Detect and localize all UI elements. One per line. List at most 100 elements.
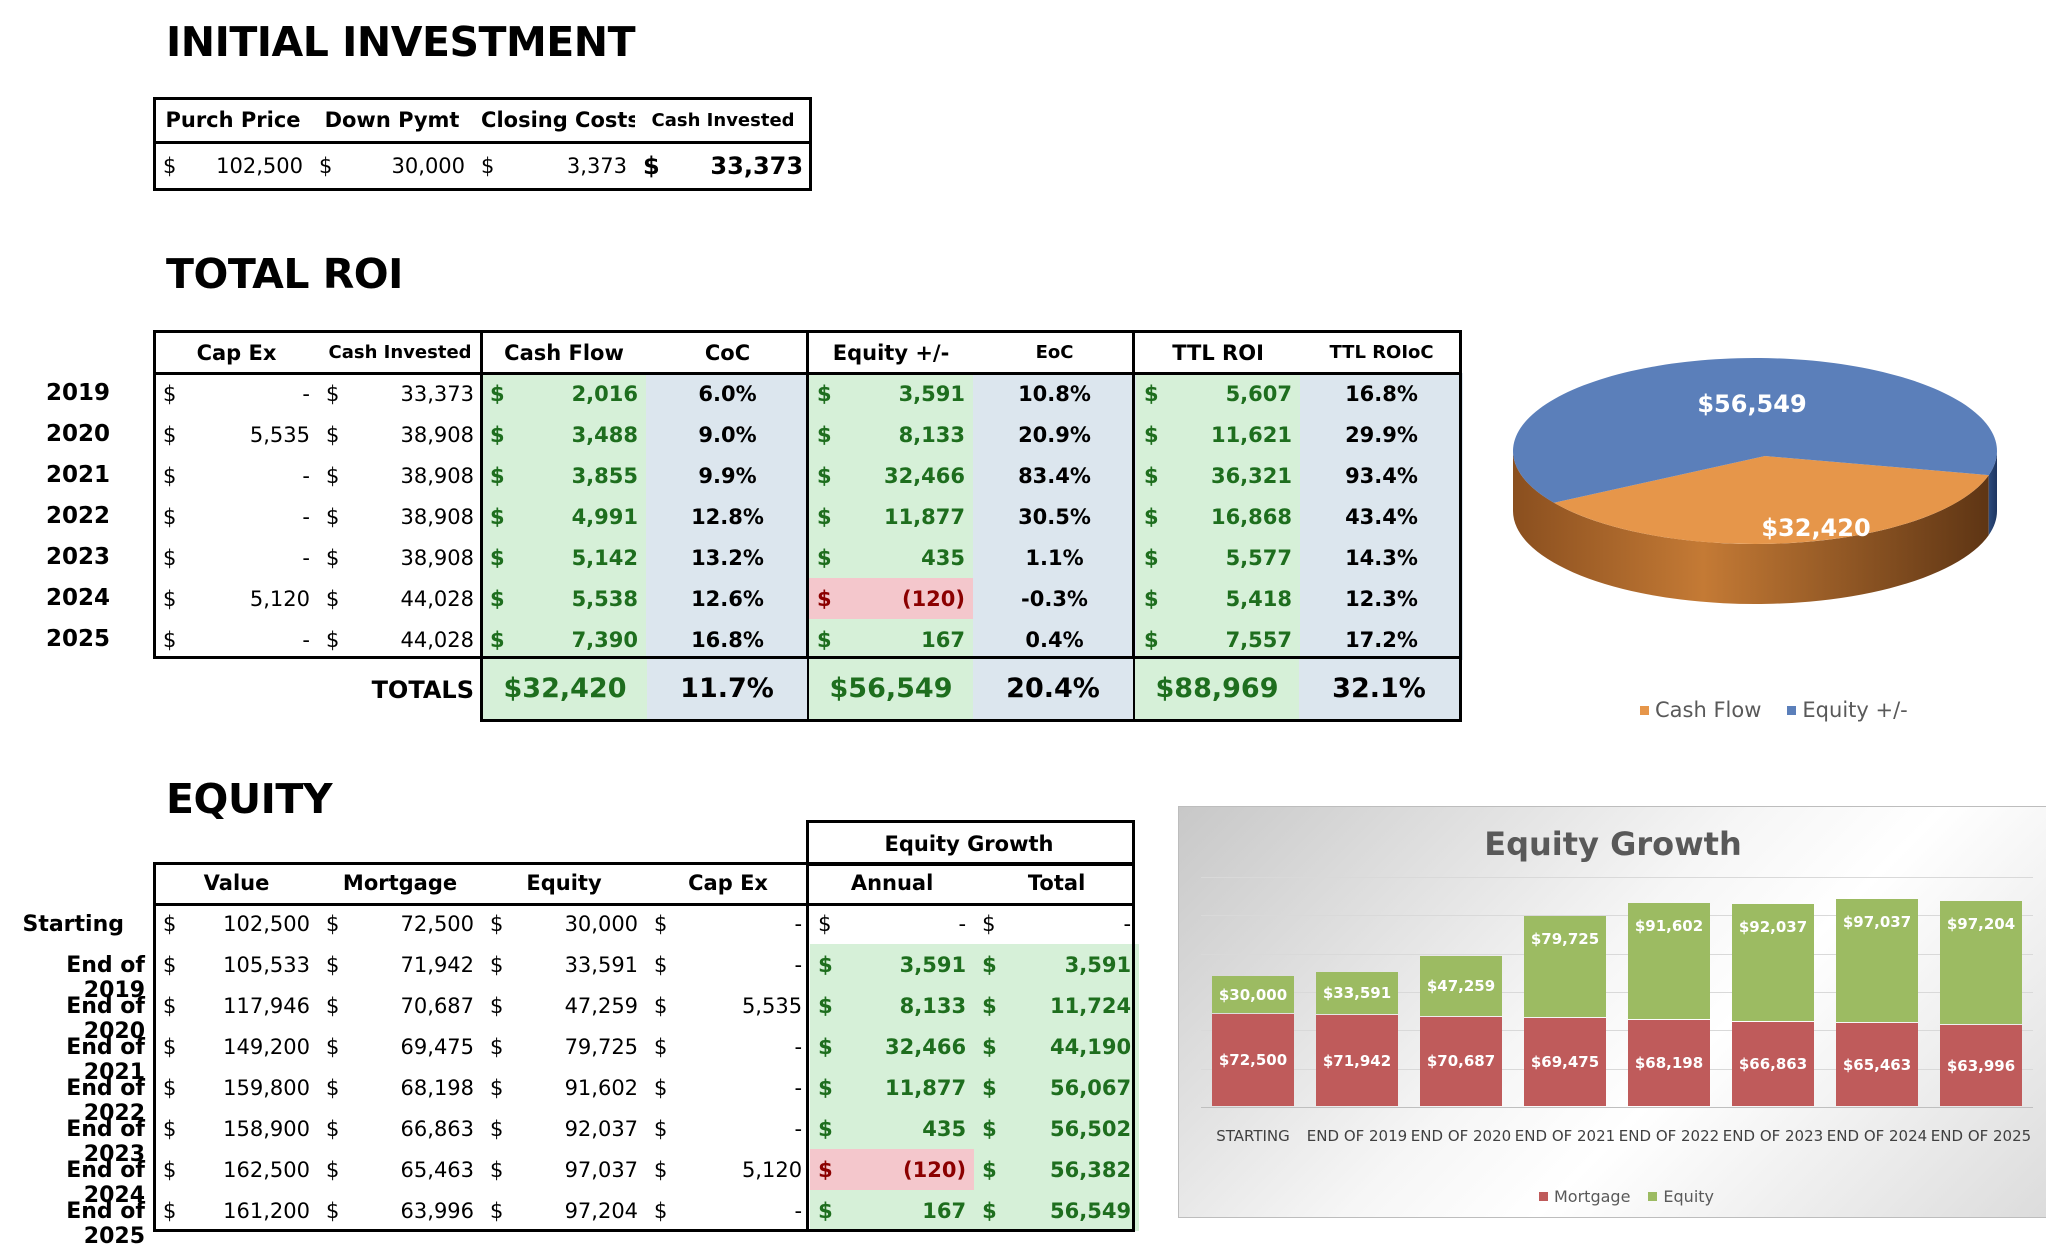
value-cell: 159,800 xyxy=(223,1075,311,1100)
gridline xyxy=(1201,915,2033,917)
currency-sign: $ xyxy=(490,952,504,977)
capex-cell: 5,120 xyxy=(741,1157,803,1182)
currency-sign: $ xyxy=(974,1067,1007,1108)
cash-flow-cell: 3,488 xyxy=(514,414,646,455)
gridline xyxy=(1201,953,2033,955)
pie-slice-equity xyxy=(1513,358,1997,503)
total-roi-body: $ - $33,373 $2,016 6.0% $3,591 10.8% $5,607 16.8… xyxy=(155,373,1463,660)
capex-cell: - xyxy=(302,381,310,406)
equity-change-cell: 3,591 xyxy=(841,373,973,414)
equity-row: $161,200 $63,996 $97,204 $ - $167 $56,549 xyxy=(155,1190,1140,1231)
annual-cell: 32,466 xyxy=(842,1026,975,1067)
currency-sign: $ xyxy=(818,911,832,936)
gridline xyxy=(1201,877,2033,878)
capex-cell: 5,120 xyxy=(249,586,310,611)
currency-sign: $ xyxy=(163,586,177,611)
pie-label-equity: $56,549 xyxy=(1697,390,1806,418)
currency-sign: $ xyxy=(163,1034,177,1059)
ttl-roi-cell: 5,607 xyxy=(1168,373,1300,414)
currency-sign: $ xyxy=(654,993,668,1018)
cash-invested-cell: 38,908 xyxy=(400,545,474,570)
totals-label: TOTALS xyxy=(371,676,474,704)
legend-equity: Equity xyxy=(1663,1187,1714,1206)
currency-sign: $ xyxy=(163,381,177,406)
closing-costs-header: Closing Costs xyxy=(481,108,636,132)
currency-sign: $ xyxy=(326,1075,340,1100)
equity-bar: $79,725 xyxy=(1524,916,1606,1018)
annual-header: Annual xyxy=(850,870,934,895)
currency-sign: $ xyxy=(809,496,841,537)
chart-legend: Mortgage Equity xyxy=(1539,1187,1714,1206)
totals-ttl-roi: $88,969 xyxy=(1135,659,1299,719)
currency-sign: $ xyxy=(810,985,843,1026)
equity-change-cell: 167 xyxy=(841,619,973,660)
equity-cell: 30,000 xyxy=(564,911,639,936)
ttl-roi-cell: 5,577 xyxy=(1168,537,1300,578)
annual-cell: 435 xyxy=(842,1108,975,1149)
currency-sign: $ xyxy=(809,373,841,414)
currency-sign: $ xyxy=(974,1108,1007,1149)
total-cell: 44,190 xyxy=(1006,1026,1140,1067)
closing-costs-value: 3,373 xyxy=(566,154,628,178)
mortgage-cell: 63,996 xyxy=(400,1198,475,1223)
ttl-roioc-cell: 14.3% xyxy=(1300,537,1463,578)
ttl-roi-header: TTL ROI xyxy=(1172,340,1264,365)
equity-cell: 92,037 xyxy=(564,1116,639,1141)
totals-ttl-roioc: 32.1% xyxy=(1299,659,1459,719)
currency-sign: $ xyxy=(810,1190,843,1231)
legend-swatch-equity xyxy=(1648,1192,1658,1201)
capex-header: Cap Ex xyxy=(196,340,277,365)
cash-flow-cell: 4,991 xyxy=(514,496,646,537)
roi-row: $5,120 $44,028 $5,538 12.6% $ (120) -0.3% $5,41… xyxy=(155,578,1463,619)
chart-title: Equity Growth xyxy=(1484,825,1742,863)
cash-flow-cell: 3,855 xyxy=(514,455,646,496)
currency-sign: $ xyxy=(1136,578,1168,619)
totals-coc: 11.7% xyxy=(647,659,807,719)
capex-header: Cap Ex xyxy=(688,870,768,895)
annual-cell: 8,133 xyxy=(842,985,975,1026)
cash-invested-header: Cash Invested xyxy=(328,342,472,363)
annual-cell: (120) xyxy=(842,1149,975,1190)
equity-row-label: End of 2023 xyxy=(66,1117,145,1167)
currency-sign: $ xyxy=(163,1116,177,1141)
capex-cell: - xyxy=(794,1075,803,1100)
x-tick-label: END OF 2025 xyxy=(1930,1127,2032,1145)
value-cell: 149,200 xyxy=(223,1034,311,1059)
totals-cash-flow: $32,420 xyxy=(483,659,647,719)
equity-bar: $30,000 xyxy=(1212,976,1294,1014)
equity-row: $159,800 $68,198 $91,602 $ - $11,877 $56,067 xyxy=(155,1067,1140,1108)
equity-row-label: End of 2022 xyxy=(66,1076,145,1126)
year-label: 2021 xyxy=(45,462,110,488)
equity-cell: 97,037 xyxy=(564,1157,639,1182)
total-cell: 56,502 xyxy=(1006,1108,1140,1149)
eoc-cell: 10.8% xyxy=(973,373,1136,414)
currency-sign: $ xyxy=(482,455,514,496)
currency-sign: $ xyxy=(1136,373,1168,414)
equity-bar: $97,037 xyxy=(1836,899,1918,1023)
capex-cell: - xyxy=(794,1034,803,1059)
currency-sign: $ xyxy=(809,414,841,455)
cash-invested-cell: 38,908 xyxy=(400,422,474,447)
total-header: Total xyxy=(1027,870,1086,895)
currency-sign: $ xyxy=(654,1116,668,1141)
x-axis xyxy=(1201,1107,2033,1108)
mortgage-bar: $70,687 xyxy=(1420,1016,1502,1106)
currency-sign: $ xyxy=(326,1034,340,1059)
eoc-cell: 20.9% xyxy=(973,414,1136,455)
currency-sign: $ xyxy=(163,1198,177,1223)
mortgage-cell: 65,463 xyxy=(400,1157,475,1182)
currency-sign: $ xyxy=(974,1190,1007,1231)
equity-change-cell: 435 xyxy=(841,537,973,578)
equity-row: $162,500 $65,463 $97,037 $5,120 $ (120) $56,38… xyxy=(155,1149,1140,1190)
currency-sign: $ xyxy=(326,422,340,447)
currency-sign: $ xyxy=(1136,455,1168,496)
year-label: 2020 xyxy=(45,421,110,447)
capex-cell: 5,535 xyxy=(741,993,803,1018)
currency-sign: $ xyxy=(163,627,177,652)
coc-header: CoC xyxy=(704,340,751,365)
currency-sign: $ xyxy=(163,545,177,570)
currency-sign: $ xyxy=(809,619,841,660)
currency-sign: $ xyxy=(974,1026,1007,1067)
eoc-cell: 1.1% xyxy=(973,537,1136,578)
currency-sign: $ xyxy=(654,952,668,977)
